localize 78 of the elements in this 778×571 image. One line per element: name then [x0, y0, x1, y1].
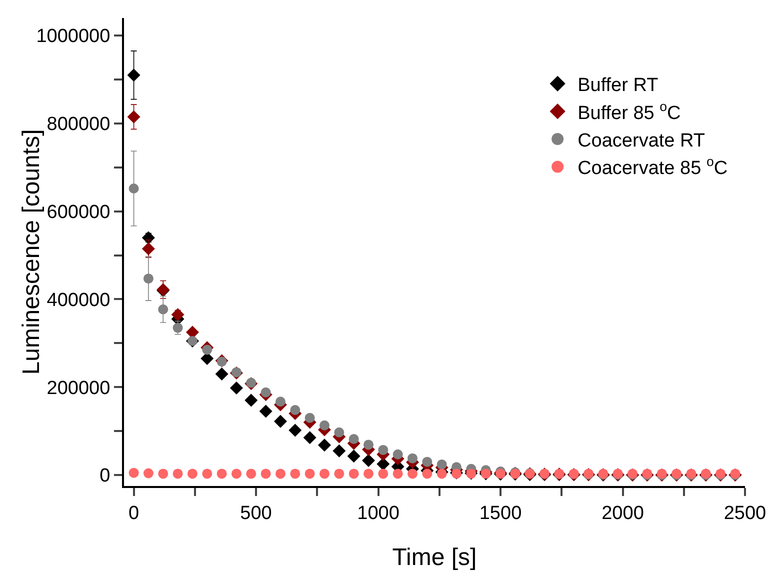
point	[202, 468, 212, 479]
x-tick-label: 0	[128, 502, 140, 524]
point	[319, 468, 330, 479]
point	[303, 431, 316, 444]
point	[392, 449, 403, 460]
legend-label: Coacervate RT	[578, 130, 706, 152]
x-tick-label: 2500	[724, 502, 766, 524]
x-tick-label: 1000	[357, 502, 400, 524]
point	[143, 274, 154, 284]
legend-label: Buffer RT	[578, 75, 659, 96]
point	[215, 367, 228, 380]
point	[142, 231, 155, 244]
point	[260, 387, 271, 398]
y-tick-label: 800000	[46, 114, 110, 136]
point	[408, 468, 418, 479]
point	[127, 68, 140, 82]
point	[274, 414, 287, 428]
point	[422, 456, 432, 467]
point	[347, 450, 360, 463]
point	[378, 468, 388, 479]
x-axis-title: Time [s]	[392, 544, 477, 571]
point	[231, 367, 242, 378]
point	[304, 412, 315, 423]
y-tick-label: 200000	[46, 378, 110, 399]
point	[290, 404, 300, 415]
y-tick-label: 600000	[46, 202, 110, 223]
legend-label: Coacervate 85 $^{o}$C	[578, 154, 728, 180]
point	[290, 468, 300, 479]
point	[216, 468, 227, 479]
point	[260, 468, 271, 479]
x-tick-label: 500	[240, 502, 272, 524]
point	[128, 468, 139, 478]
point	[363, 440, 374, 450]
point	[378, 444, 388, 455]
point	[436, 468, 447, 479]
point	[244, 394, 258, 407]
point	[363, 468, 374, 479]
point	[172, 468, 183, 479]
point	[275, 396, 286, 407]
point	[348, 468, 359, 479]
point	[304, 468, 315, 479]
y-axis-title: Luminescence [counts]	[18, 129, 45, 375]
point	[246, 468, 256, 479]
point	[332, 444, 346, 458]
point	[436, 459, 447, 470]
point	[142, 242, 155, 256]
point	[128, 184, 139, 194]
y-tick-label: 0	[100, 466, 110, 487]
y-tick-label: 1000000	[36, 26, 110, 48]
x-tick-label: 2000	[602, 502, 644, 524]
point	[246, 378, 256, 388]
point	[275, 468, 286, 479]
point	[158, 304, 168, 314]
point	[334, 427, 344, 438]
point	[202, 344, 212, 355]
legend-label: Buffer 85 $^{o}$C	[578, 98, 681, 124]
point	[348, 434, 359, 444]
point	[230, 382, 243, 395]
point	[362, 454, 375, 468]
point	[319, 420, 330, 430]
point	[158, 468, 168, 479]
point	[334, 468, 344, 479]
point	[392, 468, 403, 479]
point	[408, 453, 418, 464]
point	[452, 468, 462, 479]
y-tick-label: 400000	[46, 290, 110, 311]
point	[171, 308, 184, 322]
point	[288, 424, 302, 437]
point	[143, 468, 154, 478]
point	[422, 468, 432, 479]
point	[259, 404, 272, 418]
point	[200, 352, 214, 366]
point	[127, 110, 140, 124]
point	[187, 468, 198, 479]
point	[231, 468, 242, 479]
x-tick-label: 1500	[479, 502, 522, 524]
point	[318, 438, 331, 452]
point	[216, 356, 227, 367]
